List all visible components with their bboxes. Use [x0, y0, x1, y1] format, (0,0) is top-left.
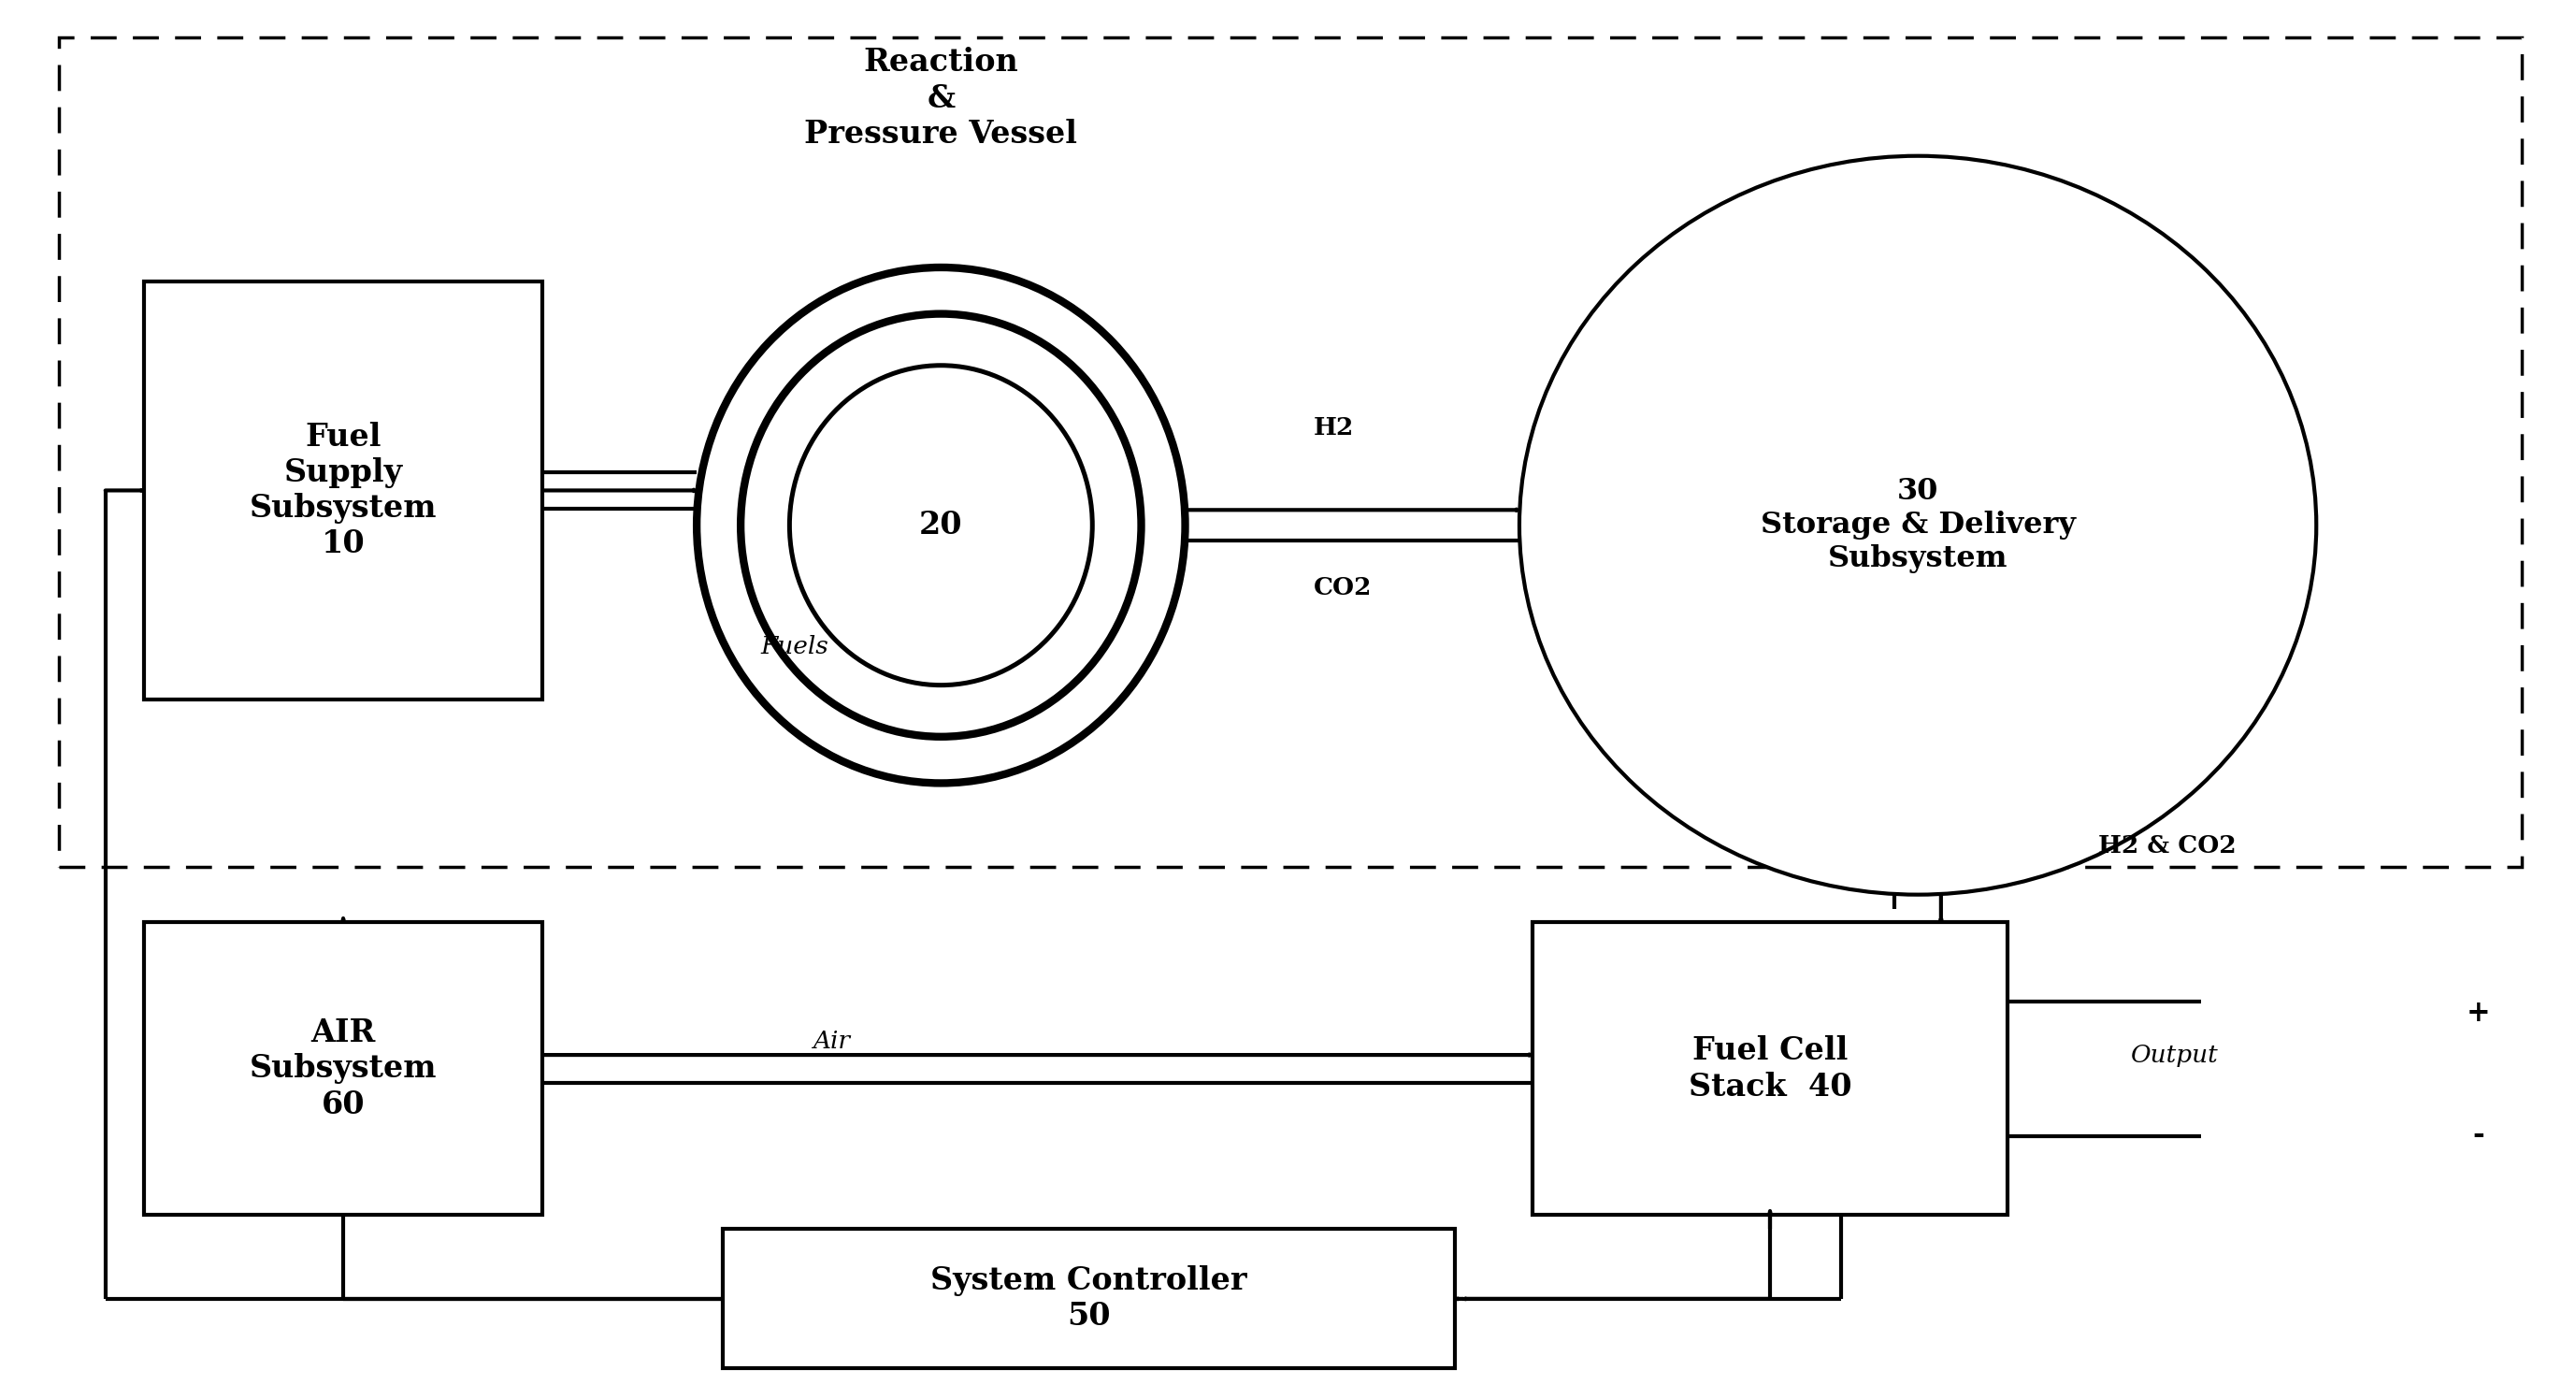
Text: -: -	[2473, 1119, 2483, 1149]
FancyBboxPatch shape	[144, 922, 544, 1216]
FancyBboxPatch shape	[721, 1230, 1455, 1368]
FancyBboxPatch shape	[144, 281, 544, 700]
Text: H2: H2	[1314, 416, 1355, 439]
Text: 20: 20	[920, 509, 963, 540]
Text: +: +	[2465, 999, 2491, 1028]
Text: H2 & CO2: H2 & CO2	[2097, 834, 2236, 858]
FancyBboxPatch shape	[1533, 922, 2007, 1216]
Text: Reaction
&
Pressure Vessel: Reaction & Pressure Vessel	[804, 48, 1077, 150]
Text: Fuels: Fuels	[760, 635, 829, 658]
Text: 30
Storage & Delivery
Subsystem: 30 Storage & Delivery Subsystem	[1759, 477, 2076, 574]
Ellipse shape	[788, 365, 1092, 686]
Text: System Controller
50: System Controller 50	[930, 1266, 1247, 1332]
Text: Fuel
Supply
Subsystem
10: Fuel Supply Subsystem 10	[250, 421, 438, 560]
Ellipse shape	[1520, 155, 2316, 894]
Text: Fuel Cell
Stack  40: Fuel Cell Stack 40	[1687, 1035, 1852, 1102]
Text: Air: Air	[811, 1030, 850, 1052]
Ellipse shape	[742, 313, 1141, 737]
Ellipse shape	[696, 267, 1185, 783]
Text: CO2: CO2	[1314, 576, 1373, 600]
Text: Output: Output	[2130, 1044, 2218, 1066]
Text: AIR
Subsystem
60: AIR Subsystem 60	[250, 1017, 438, 1121]
